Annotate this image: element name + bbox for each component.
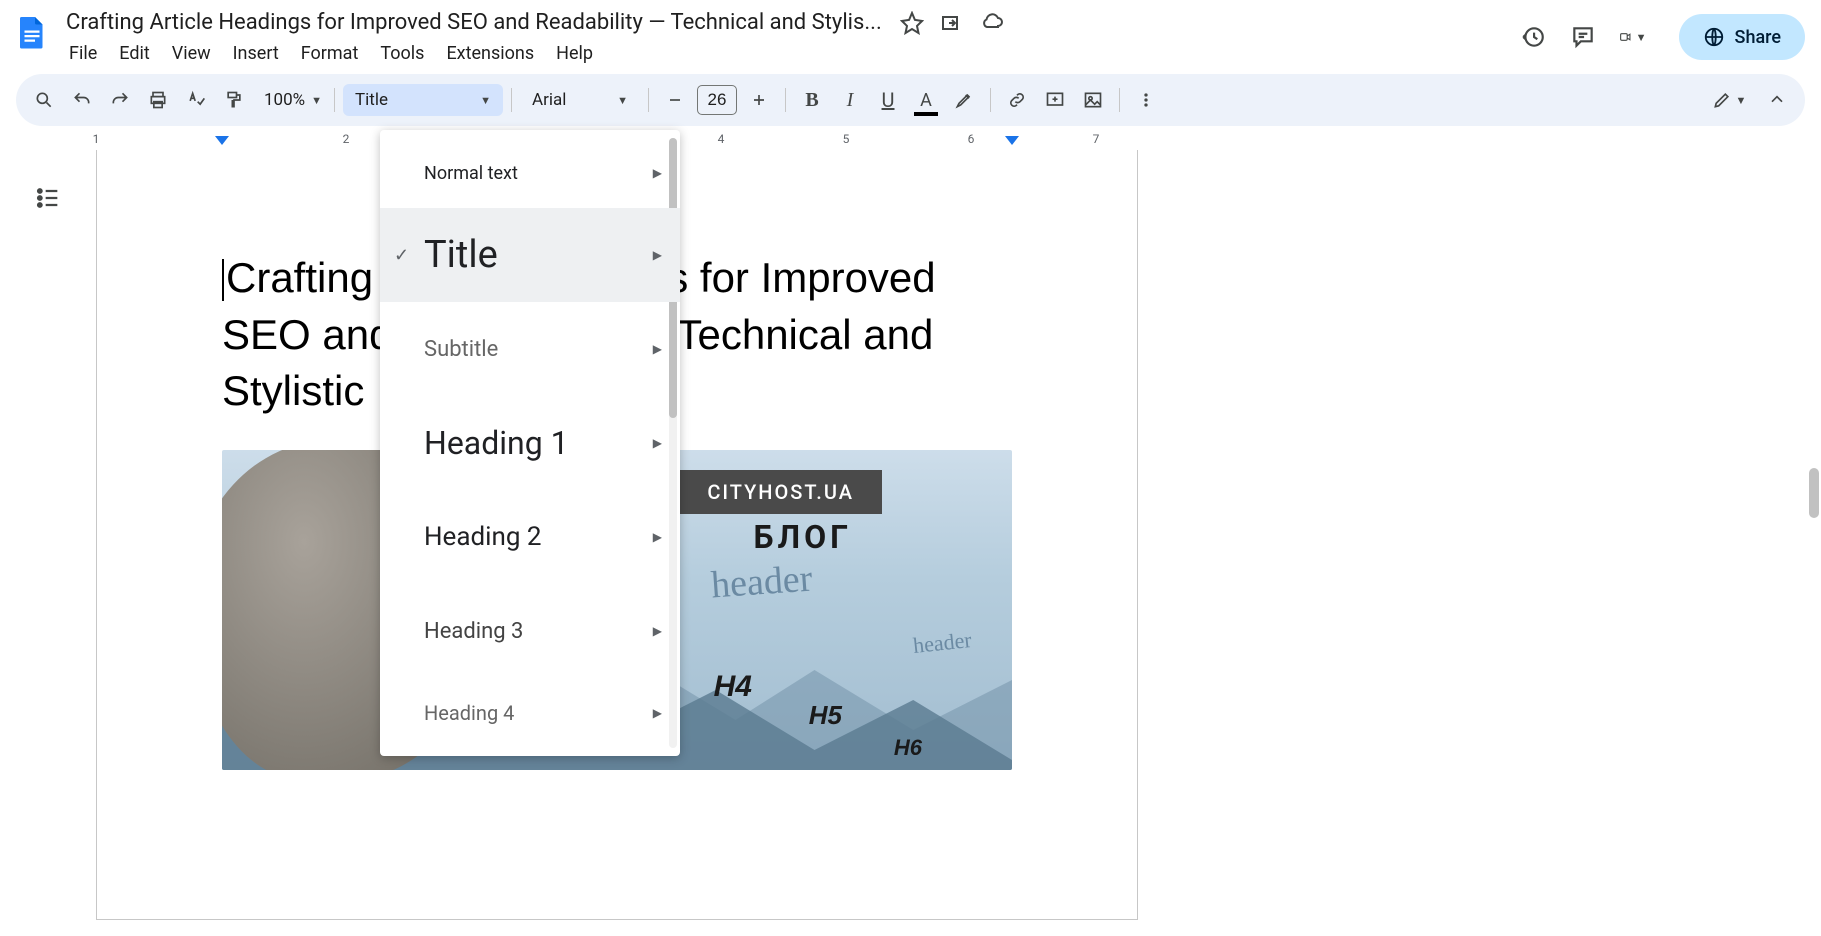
paint-format-icon[interactable] — [216, 82, 252, 118]
h-label: H6 — [894, 735, 922, 761]
outline-icon[interactable] — [34, 184, 62, 212]
move-icon[interactable] — [940, 11, 964, 35]
menu-insert[interactable]: Insert — [224, 39, 288, 68]
separator — [990, 88, 991, 112]
toolbar: 100% ▼ Title ▼ Arial ▼ B I U A ▼ — [16, 74, 1805, 126]
style-option-normal[interactable]: Normal text▶ — [380, 138, 680, 208]
chevron-down-icon: ▼ — [311, 94, 322, 107]
ruler-mark: 1 — [93, 132, 100, 146]
chevron-right-icon: ▶ — [653, 436, 662, 450]
docs-logo[interactable] — [12, 12, 52, 52]
spellcheck-icon[interactable] — [178, 82, 214, 118]
chevron-down-icon: ▼ — [480, 94, 491, 107]
style-value: Title — [355, 90, 388, 110]
share-label: Share — [1735, 27, 1781, 48]
image-blog-text: БЛОГ — [753, 518, 852, 556]
separator — [648, 88, 649, 112]
link-icon[interactable] — [999, 82, 1035, 118]
indent-marker-left[interactable] — [215, 134, 229, 145]
meet-icon[interactable]: ▼ — [1619, 23, 1647, 51]
undo-icon[interactable] — [64, 82, 100, 118]
search-icon[interactable] — [26, 82, 62, 118]
collapse-icon[interactable] — [1759, 82, 1795, 118]
document-title[interactable]: Crafting Article Headings for Improved S… — [60, 8, 888, 37]
separator — [334, 88, 335, 112]
separator — [785, 88, 786, 112]
separator — [1119, 88, 1120, 112]
menu-view[interactable]: View — [163, 39, 220, 68]
text-color-icon[interactable]: A — [908, 82, 944, 118]
indent-marker-right[interactable] — [1005, 134, 1019, 145]
chevron-right-icon: ▶ — [653, 248, 662, 262]
share-button[interactable]: Share — [1679, 14, 1805, 60]
chevron-right-icon: ▶ — [653, 166, 662, 180]
ruler-mark: 6 — [968, 132, 975, 146]
globe-icon — [1703, 26, 1725, 48]
ruler-mark: 4 — [718, 132, 725, 146]
chevron-right-icon: ▶ — [653, 706, 662, 720]
style-option-h3[interactable]: Heading 3▶ — [380, 584, 680, 678]
style-option-h4[interactable]: Heading 4▶ — [380, 678, 680, 748]
image-badge: CITYHOST.UA — [679, 470, 882, 514]
style-option-h1[interactable]: Heading 1▶ — [380, 396, 680, 490]
font-value: Arial — [532, 90, 566, 110]
menu-file[interactable]: File — [60, 39, 106, 68]
star-icon[interactable] — [900, 11, 924, 35]
font-size-input[interactable] — [697, 85, 737, 115]
more-icon[interactable] — [1128, 82, 1164, 118]
chevron-right-icon: ▶ — [653, 624, 662, 638]
style-option-title[interactable]: ✓Title▶ — [380, 208, 680, 302]
chevron-right-icon: ▶ — [653, 530, 662, 544]
paragraph-style-dropdown[interactable]: Title ▼ — [343, 84, 503, 116]
decrease-font-icon[interactable] — [657, 82, 693, 118]
chevron-down-icon: ▼ — [617, 94, 628, 107]
style-option-h2[interactable]: Heading 2▶ — [380, 490, 680, 584]
h-label: H4 — [714, 670, 752, 704]
history-icon[interactable] — [1519, 23, 1547, 51]
underline-icon[interactable]: U — [870, 82, 906, 118]
page-scrollbar[interactable] — [1809, 468, 1819, 518]
menu-edit[interactable]: Edit — [110, 39, 158, 68]
check-icon: ✓ — [394, 245, 409, 266]
add-comment-icon[interactable] — [1037, 82, 1073, 118]
menu-extensions[interactable]: Extensions — [437, 39, 543, 68]
editing-mode-dropdown[interactable]: ▼ — [1711, 82, 1747, 118]
comments-icon[interactable] — [1569, 23, 1597, 51]
text-cursor — [222, 259, 224, 301]
menu-tools[interactable]: Tools — [371, 39, 433, 68]
style-option-subtitle[interactable]: Subtitle▶ — [380, 302, 680, 396]
bold-icon[interactable]: B — [794, 82, 830, 118]
header-script: header — [709, 557, 813, 608]
paragraph-style-menu: Normal text▶ ✓Title▶ Subtitle▶ Heading 1… — [380, 130, 680, 756]
zoom-value: 100% — [264, 90, 305, 110]
ruler-mark: 7 — [1093, 132, 1100, 146]
ruler-mark: 2 — [343, 132, 350, 146]
zoom-dropdown[interactable]: 100% ▼ — [254, 90, 326, 110]
menubar: File Edit View Insert Format Tools Exten… — [60, 37, 1511, 74]
menu-format[interactable]: Format — [292, 39, 368, 68]
cloud-icon[interactable] — [980, 11, 1004, 35]
menu-help[interactable]: Help — [547, 39, 602, 68]
print-icon[interactable] — [140, 82, 176, 118]
h-label: H5 — [809, 700, 842, 731]
chevron-right-icon: ▶ — [653, 342, 662, 356]
separator — [511, 88, 512, 112]
chevron-down-icon: ▼ — [1736, 94, 1747, 107]
font-dropdown[interactable]: Arial ▼ — [520, 84, 640, 116]
ruler-mark: 5 — [843, 132, 850, 146]
insert-image-icon[interactable] — [1075, 82, 1111, 118]
italic-icon[interactable]: I — [832, 82, 868, 118]
highlight-icon[interactable] — [946, 82, 982, 118]
redo-icon[interactable] — [102, 82, 138, 118]
increase-font-icon[interactable] — [741, 82, 777, 118]
